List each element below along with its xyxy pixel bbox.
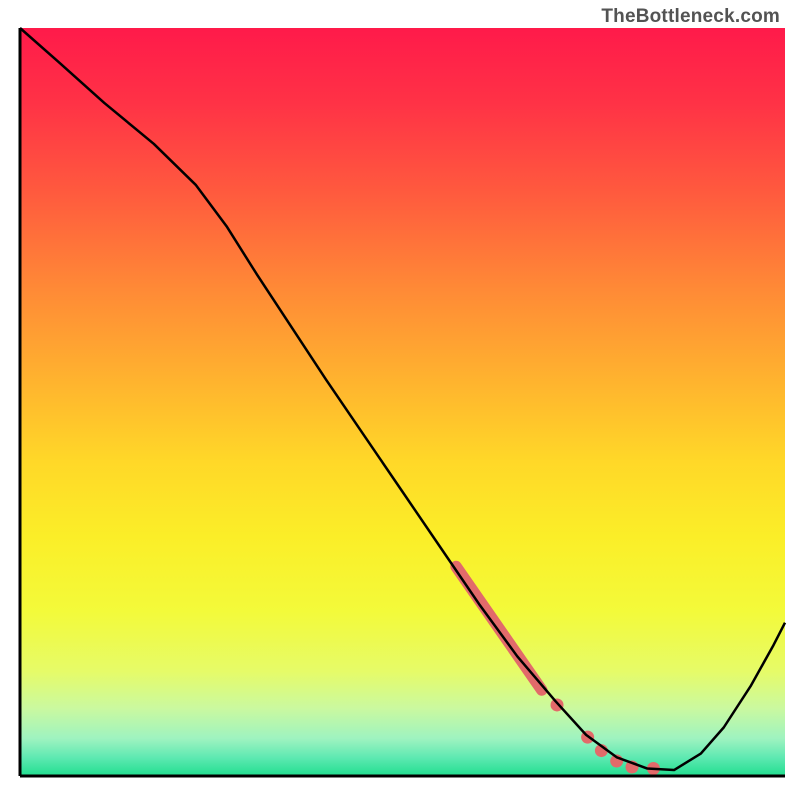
gradient-background: [20, 28, 785, 776]
watermark-text: TheBottleneck.com: [601, 6, 780, 28]
chart-container: TheBottleneck.com: [0, 0, 800, 800]
chart-svg: [0, 0, 800, 800]
